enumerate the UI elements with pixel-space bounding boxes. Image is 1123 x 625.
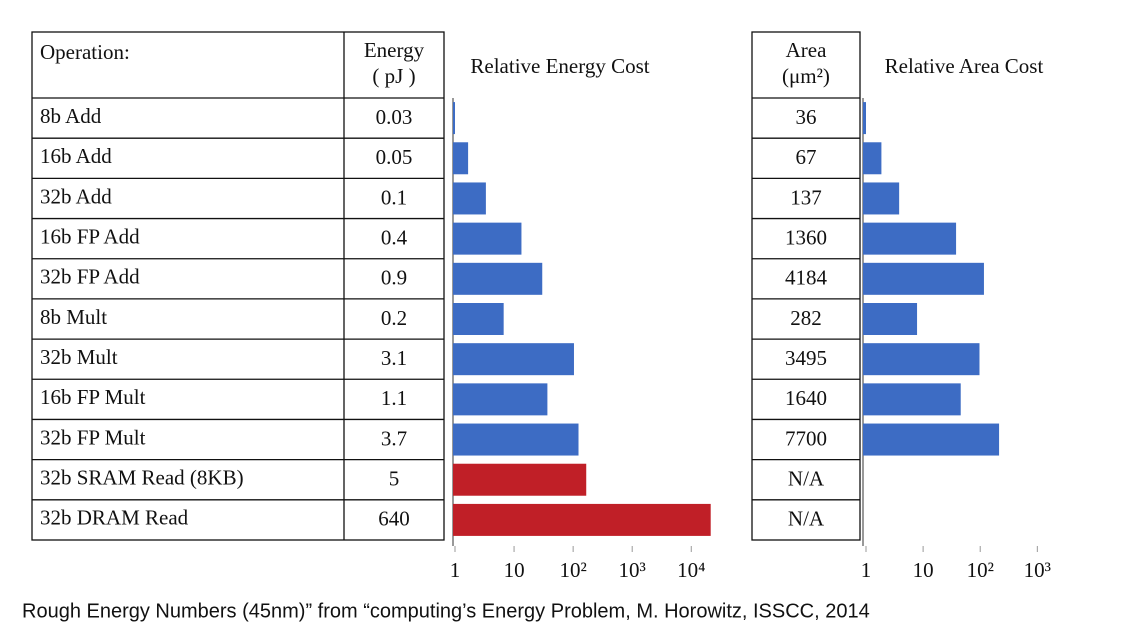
column-header: Operation:: [40, 40, 130, 64]
category-label: 32b SRAM Read (8KB): [40, 466, 244, 490]
bar: [863, 423, 1000, 456]
value-cell: 1640: [785, 386, 827, 410]
bar: [453, 262, 543, 295]
value-cell: N/A: [788, 507, 825, 531]
value-cell: 0.05: [376, 145, 413, 169]
value-cell: 640: [378, 507, 410, 531]
category-label: 8b Mult: [40, 305, 107, 329]
bar: [863, 383, 961, 416]
bar: [453, 182, 486, 215]
bar: [453, 222, 522, 255]
value-cell: 137: [790, 185, 822, 209]
column-header: Energy: [364, 38, 425, 62]
category-label: 16b FP Add: [40, 224, 140, 248]
category-label: 16b Add: [40, 144, 112, 168]
bar: [863, 102, 866, 135]
bar: [453, 102, 455, 135]
category-label: 32b Add: [40, 184, 112, 208]
value-cell: 3.1: [381, 346, 407, 370]
bar: [453, 383, 548, 416]
x-tick-label: 10: [504, 558, 525, 582]
value-cell: 0.4: [381, 225, 408, 249]
bar: [863, 262, 984, 295]
table-border: [751, 31, 861, 541]
x-tick-label: 10²: [559, 558, 586, 582]
column-header: (μm²): [782, 64, 830, 88]
value-cell: 36: [796, 105, 817, 129]
value-cell: N/A: [788, 467, 825, 491]
bar: [863, 343, 980, 376]
value-cell: 282: [790, 306, 822, 330]
value-cell: 7700: [785, 426, 827, 450]
value-cell: 0.03: [376, 105, 413, 129]
x-tick-label: 1: [450, 558, 461, 582]
x-tick-label: 1: [861, 558, 872, 582]
value-cell: 0.1: [381, 185, 407, 209]
column-header: ( pJ ): [372, 64, 415, 88]
value-cell: 5: [389, 467, 400, 491]
category-label: 32b FP Add: [40, 265, 140, 289]
bar: [453, 503, 711, 536]
value-cell: 0.9: [381, 266, 407, 290]
category-label: 32b FP Mult: [40, 425, 146, 449]
chart-title: Relative Energy Cost: [470, 54, 649, 78]
value-cell: 1360: [785, 225, 827, 249]
x-tick-label: 10: [913, 558, 934, 582]
x-tick-label: 10³: [1024, 558, 1051, 582]
value-cell: 0.2: [381, 306, 407, 330]
value-cell: 3.7: [381, 426, 407, 450]
x-tick-label: 10²: [967, 558, 994, 582]
table-border: [31, 31, 445, 541]
bar: [453, 463, 587, 496]
category-label: 16b FP Mult: [40, 385, 146, 409]
value-cell: 3495: [785, 346, 827, 370]
bar: [863, 222, 957, 255]
caption: Rough Energy Numbers (45nm)” from “compu…: [22, 600, 870, 622]
category-label: 32b DRAM Read: [40, 506, 189, 530]
category-label: 8b Add: [40, 104, 102, 128]
value-cell: 4184: [785, 266, 828, 290]
x-tick-label: 10³: [619, 558, 646, 582]
column-header: Area: [786, 38, 827, 62]
bar: [863, 303, 918, 335]
value-cell: 1.1: [381, 386, 407, 410]
category-label: 32b Mult: [40, 345, 118, 369]
bar: [453, 303, 504, 335]
bar: [863, 182, 900, 215]
bar: [453, 343, 574, 376]
value-cell: 67: [796, 145, 817, 169]
bar: [453, 142, 469, 175]
chart-title: Relative Area Cost: [885, 54, 1044, 78]
bar: [863, 142, 882, 175]
bar: [453, 423, 579, 456]
x-tick-label: 10⁴: [677, 558, 705, 582]
